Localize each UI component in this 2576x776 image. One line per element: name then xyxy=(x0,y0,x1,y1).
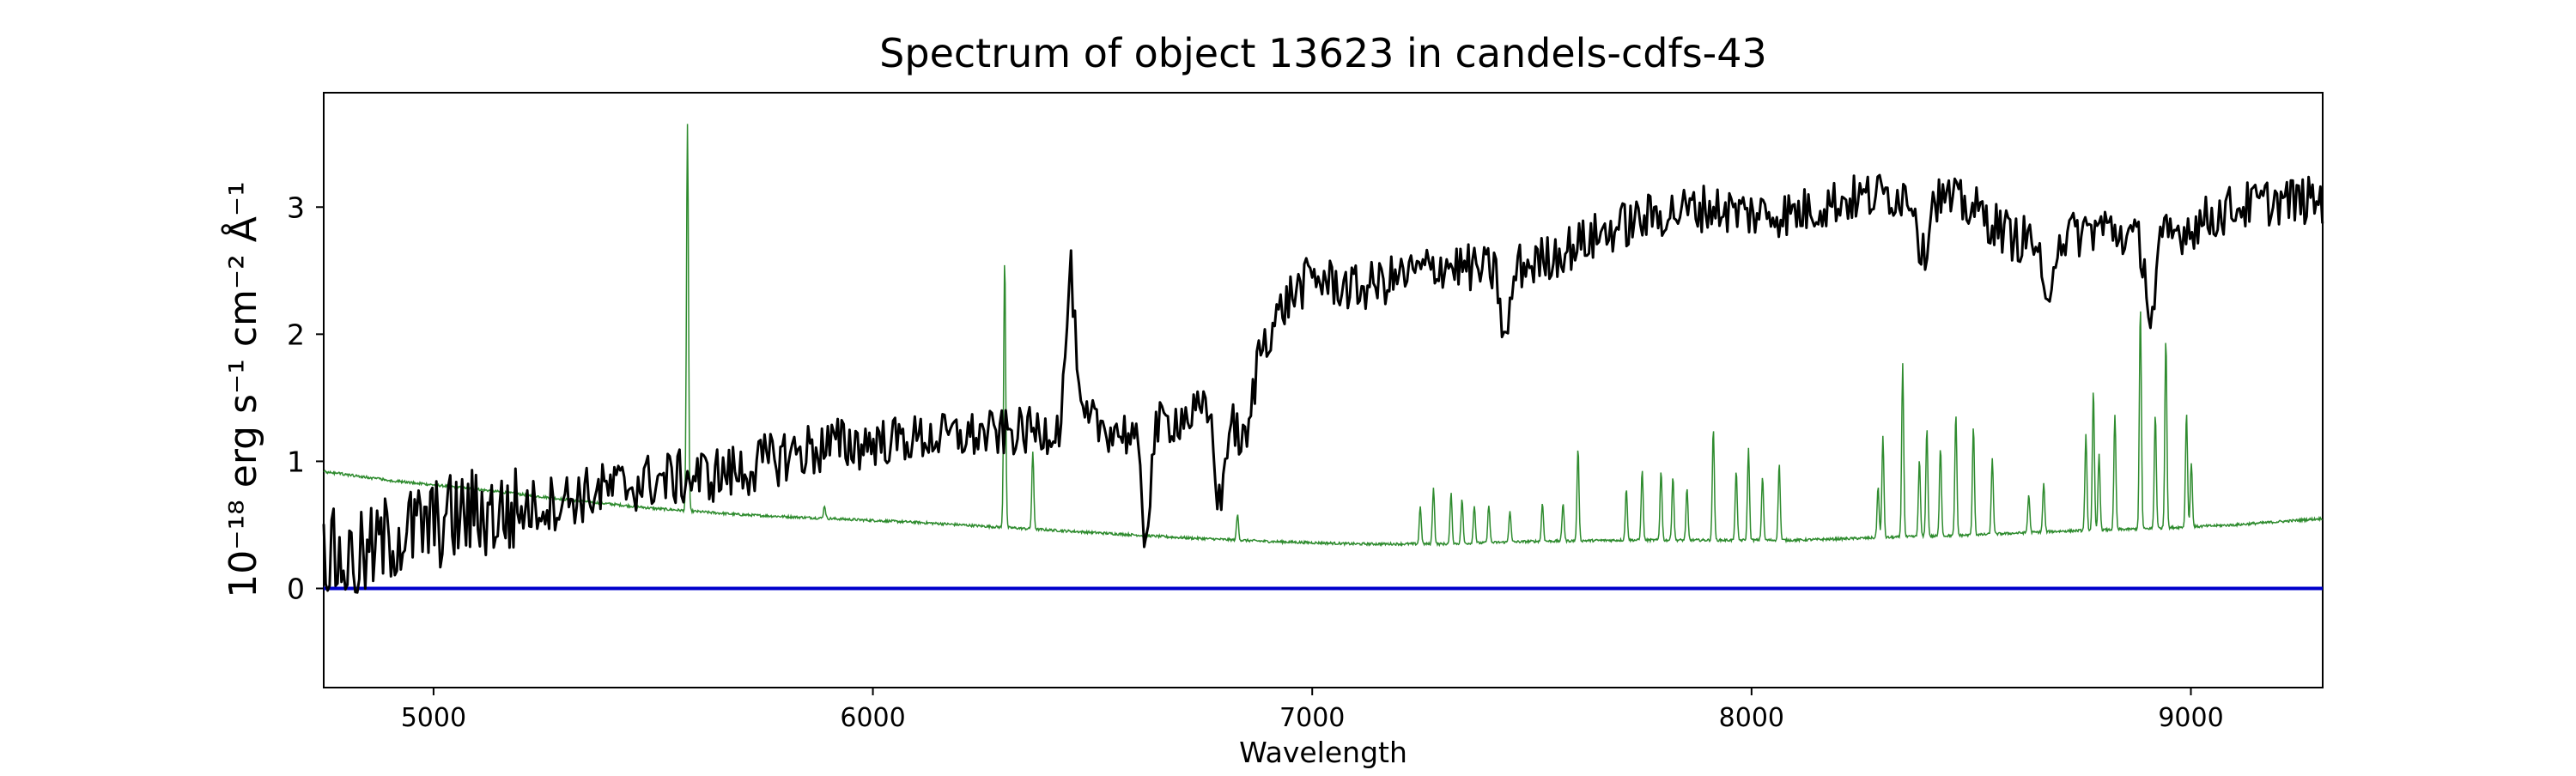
axis-ticks: 5000 6000 7000 8000 9000 0 1 2 3 xyxy=(287,191,2224,733)
series-layer xyxy=(322,124,2324,594)
object-spectrum-line xyxy=(322,173,2324,594)
x-tick-label: 5000 xyxy=(401,703,466,733)
y-tick-label: 1 xyxy=(287,445,305,478)
x-tick-label: 6000 xyxy=(840,703,905,733)
sky-spectrum-line xyxy=(323,124,2323,548)
x-tick-label: 9000 xyxy=(2158,703,2223,733)
y-tick-label: 2 xyxy=(287,318,305,351)
plot-frame xyxy=(323,92,2324,688)
y-axis-label: 10⁻¹⁸ erg s⁻¹ cm⁻² Å⁻¹ xyxy=(220,181,265,597)
x-axis-label: Wavelength xyxy=(1239,736,1407,769)
x-tick-label: 8000 xyxy=(1719,703,1784,733)
chart-title: Spectrum of object 13623 in candels-cdfs… xyxy=(879,30,1767,76)
y-tick-label: 0 xyxy=(287,573,305,606)
y-tick-label: 3 xyxy=(287,191,305,224)
x-tick-label: 7000 xyxy=(1279,703,1345,733)
